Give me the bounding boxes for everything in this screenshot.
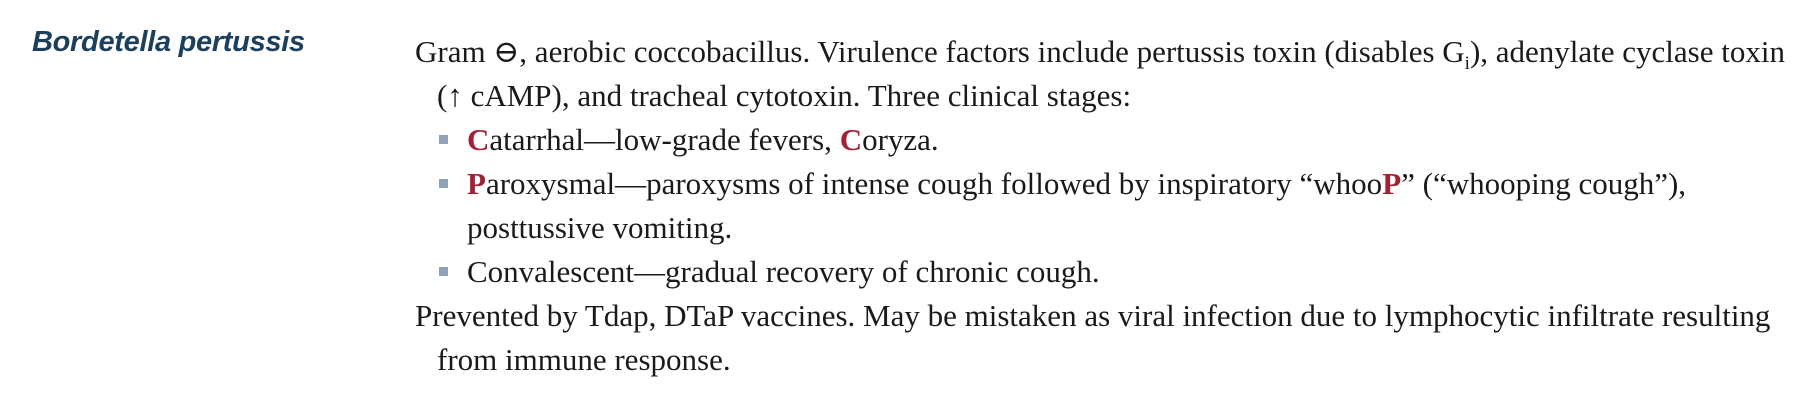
mnemonic-letter: C xyxy=(467,122,490,157)
stage-text: atarrhal—low-grade fevers, xyxy=(489,122,840,157)
intro-text-part1: Gram ⊖, aerobic coccobacillus. Virulence… xyxy=(415,34,1465,69)
section-body: Gram ⊖, aerobic coccobacillus. Virulence… xyxy=(415,30,1795,382)
mnemonic-letter: C xyxy=(839,122,863,157)
stage-text: aroxysmal—paroxysms of intense cough fol… xyxy=(485,166,1383,201)
stage-item-paroxysmal: Paroxysmal—paroxysms of intense cough fo… xyxy=(415,162,1795,250)
square-bullet-icon xyxy=(439,135,448,144)
section-title: Bordetella pertussis xyxy=(32,26,305,58)
intro-text-part2: ), adenylate cyclase toxin (↑ cAMP), and… xyxy=(437,34,1785,113)
intro-paragraph: Gram ⊖, aerobic coccobacillus. Virulence… xyxy=(415,30,1795,118)
stage-text: oryza. xyxy=(862,122,939,157)
mnemonic-letter: P xyxy=(1382,166,1402,201)
clinical-stages-list: Catarrhal—low-grade fevers, Coryza. Paro… xyxy=(415,118,1795,294)
square-bullet-icon xyxy=(439,267,448,276)
stage-text: Convalescent—gradual recovery of chronic… xyxy=(467,254,1100,289)
stage-item-catarrhal: Catarrhal—low-grade fevers, Coryza. xyxy=(415,118,1795,162)
intro-subscript: i xyxy=(1464,53,1470,74)
mnemonic-letter: P xyxy=(467,166,486,201)
square-bullet-icon xyxy=(439,179,448,188)
closing-paragraph: Prevented by Tdap, DTaP vaccines. May be… xyxy=(415,298,1771,377)
stage-text: ” (“whooping cough”), posttussive vomiti… xyxy=(467,166,1687,245)
stage-item-convalescent: Convalescent—gradual recovery of chronic… xyxy=(415,250,1795,294)
